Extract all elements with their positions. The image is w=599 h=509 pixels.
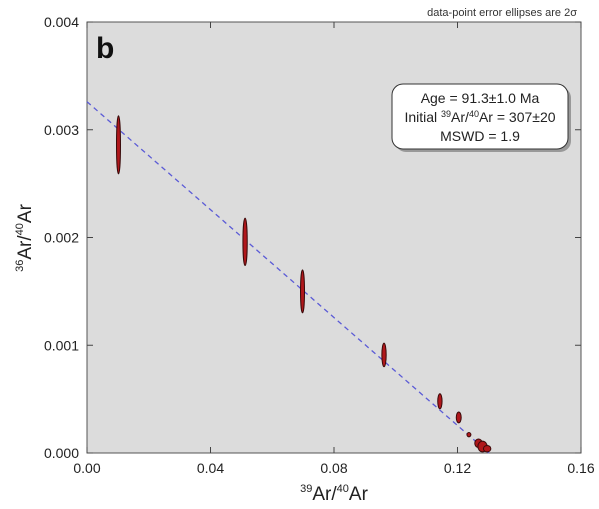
data-point-ellipse-7 (466, 432, 472, 438)
y-tick-label: 0.002 (44, 230, 79, 246)
initial-value: Ar = 307±20 (479, 109, 556, 125)
data-point-ellipse-6 (455, 411, 462, 424)
x-tick-label: 0.16 (567, 460, 594, 476)
x-label-base-2: Ar (349, 484, 369, 505)
panel-label: b (96, 32, 114, 65)
x-axis-label: 39Ar/40Ar (300, 483, 368, 505)
y-tick-label: 0.003 (44, 122, 79, 138)
axis-ticks: 0.00 0.04 0.08 0.12 0.16 0.000 0.001 0.002 0.003… (44, 14, 595, 476)
y-label-base-1: Ar/ (15, 235, 36, 260)
data-point-ellipse-2 (242, 217, 248, 267)
x-label-base-1: Ar/ (312, 484, 337, 505)
data-point-ellipse-3 (300, 269, 306, 314)
error-ellipse-note: data-point error ellipses are 2σ (427, 7, 577, 19)
x-label-sup-40: 40 (337, 483, 349, 495)
initial-sup-40: 40 (469, 109, 479, 119)
data-points (115, 115, 492, 453)
initial-ratio-text: Initial 39Ar/40Ar = 307±20 (404, 109, 555, 125)
regression-line (86, 101, 490, 454)
mswd-text: MSWD = 1.9 (440, 128, 520, 144)
x-label-sup-39: 39 (300, 483, 312, 495)
data-point-ellipse-10 (482, 444, 492, 453)
y-tick-label: 0.004 (44, 14, 79, 30)
regression-layer (86, 101, 490, 454)
data-point-ellipse-5 (437, 393, 443, 410)
data-point-ellipse-1 (115, 115, 121, 175)
result-box: Age = 91.3±1.0 Ma Initial 39Ar/40Ar = 30… (391, 83, 571, 152)
data-point-ellipse-4 (381, 342, 387, 368)
y-axis-label: 36Ar/40Ar (14, 203, 36, 271)
result-box-frame (391, 83, 569, 150)
initial-prefix: Initial (404, 109, 441, 125)
y-tick-label: 0.000 (44, 445, 79, 461)
x-tick-label: 0.08 (320, 460, 347, 476)
x-tick-label: 0.00 (73, 460, 100, 476)
x-tick-label: 0.04 (197, 460, 224, 476)
age-text: Age = 91.3±1.0 Ma (421, 90, 540, 106)
y-label-base-2: Ar (15, 203, 36, 223)
y-label-sup-40: 40 (14, 223, 26, 235)
y-tick-label: 0.001 (44, 337, 79, 353)
y-label-sup-36: 36 (14, 260, 26, 272)
initial-mid: Ar/ (451, 109, 469, 125)
x-tick-label: 0.12 (444, 460, 471, 476)
initial-sup-39: 39 (441, 109, 451, 119)
